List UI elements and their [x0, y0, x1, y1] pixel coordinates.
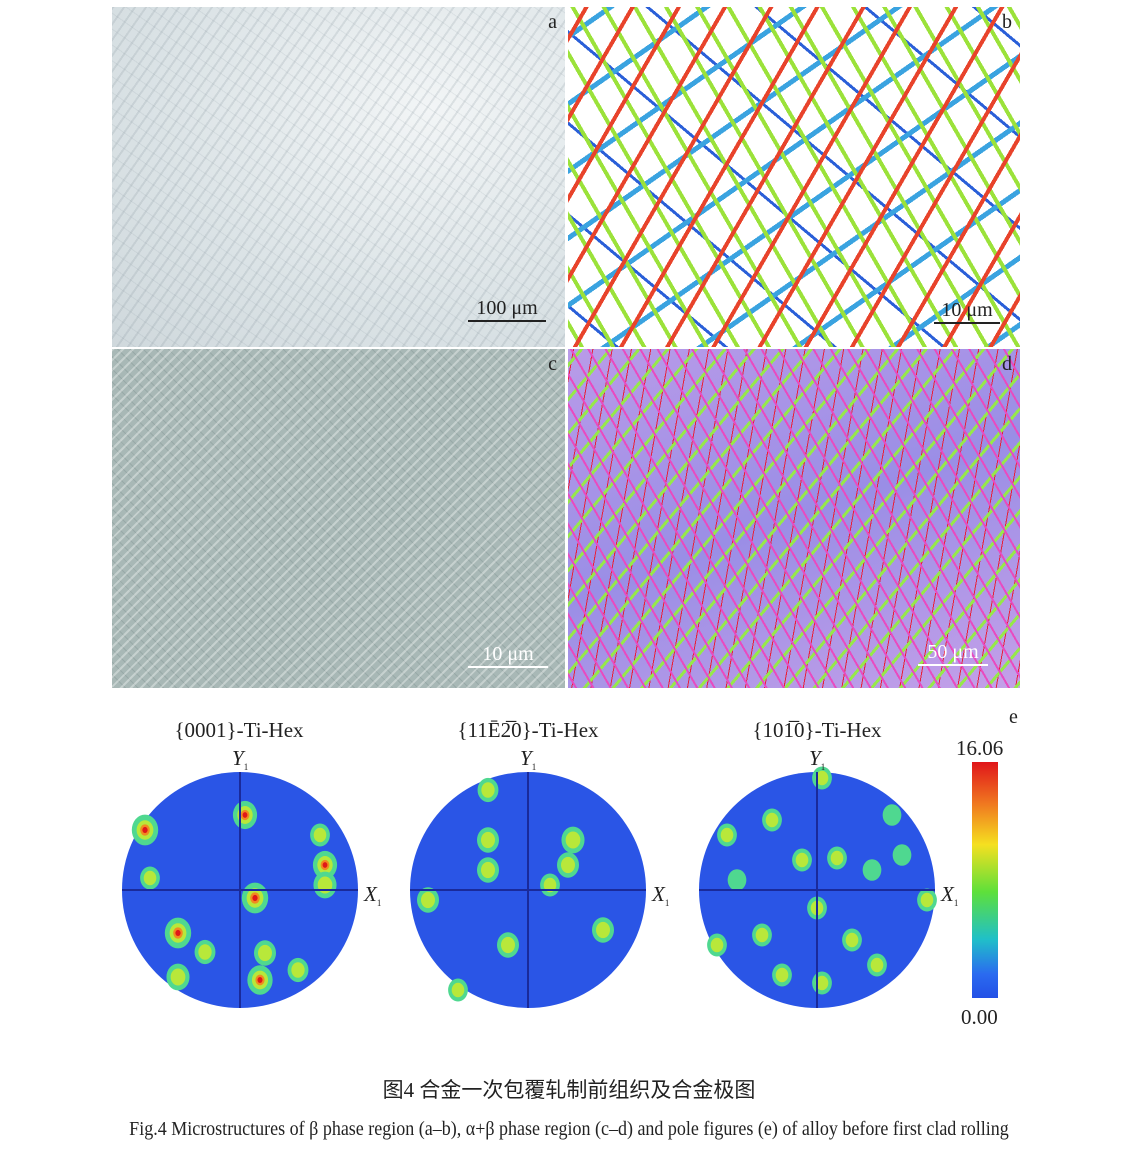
panel-label: b	[1002, 11, 1012, 33]
pole-density-spot	[543, 877, 557, 893]
colorbar	[972, 762, 998, 998]
pole-figure	[122, 772, 358, 1008]
y1-axis-label: Y1	[809, 746, 826, 773]
pole-density-spot	[142, 826, 148, 834]
pole-figure	[410, 772, 646, 1008]
caption-english: Fig.4 Microstructures of β phase region …	[129, 1118, 1009, 1140]
scale-bar: 10 μm	[468, 643, 548, 668]
pole-density-spot	[252, 894, 258, 902]
pole-density-spot	[451, 982, 465, 998]
pole-density-spot	[143, 870, 157, 886]
colorbar-max: 16.06	[956, 736, 1004, 760]
pole-density-spot	[815, 770, 829, 786]
panel-label: c	[548, 353, 557, 375]
pole-density-spot	[421, 891, 435, 909]
caption-chinese: 图4 合金一次包覆轧制前组织及合金极图	[382, 1078, 756, 1102]
pole-density-spot	[892, 844, 912, 866]
pole-density-spot	[795, 852, 809, 868]
pole-density-spot	[258, 944, 272, 962]
pole-figure-title-0001: {0001}-Ti-Hex	[174, 718, 304, 742]
pole-density-spot	[291, 962, 305, 978]
micrograph-a: a 100 μm	[112, 7, 565, 347]
pole-density-spot	[775, 967, 789, 983]
pole-figure-title-10-10: {101̅0}-Ti-Hex	[752, 718, 882, 742]
pole-density-spot	[322, 862, 328, 868]
x1-axis-label: X1	[652, 882, 670, 909]
pole-figure	[699, 766, 937, 1008]
pole-density-spot	[870, 957, 884, 973]
pole-density-spot	[720, 827, 734, 843]
scale-bar-text: 50 μm	[927, 641, 979, 663]
pole-density-spot	[481, 861, 495, 879]
y1-axis-label: Y1	[232, 746, 249, 773]
pole-density-spot	[710, 937, 724, 953]
pole-density-spot	[561, 856, 575, 874]
pole-density-spot	[481, 831, 495, 849]
scale-bar: 100 μm	[468, 297, 546, 322]
x1-axis-label: X1	[941, 882, 959, 909]
pole-density-spot	[765, 812, 779, 828]
ebsd-map-d: d 50 μm	[568, 349, 1020, 688]
colorbar-min: 0.00	[961, 1005, 998, 1029]
pole-density-spot	[170, 968, 186, 986]
scale-bar: 10 μm	[934, 299, 1000, 324]
pole-density-spot	[920, 892, 934, 908]
panel-label-e: e	[1009, 706, 1018, 728]
pole-density-spot	[242, 812, 248, 818]
pole-density-spot	[501, 936, 515, 954]
pole-density-spot	[727, 869, 747, 891]
scale-bar-text: 10 μm	[482, 643, 534, 665]
pole-density-spot	[596, 921, 610, 939]
pole-density-spot	[815, 975, 829, 991]
pole-density-spot	[175, 929, 181, 937]
pole-density-spot	[257, 977, 263, 983]
pole-density-spot	[882, 804, 902, 826]
pole-figure-title-11-20: {11Ē2̅0}-Ti-Hex	[457, 718, 599, 742]
pole-density-spot	[845, 932, 859, 948]
micrograph-c: c 10 μm	[112, 349, 565, 688]
pole-density-spot	[755, 927, 769, 943]
pole-density-spot	[862, 859, 882, 881]
ebsd-map-b: b 10 μm	[568, 7, 1020, 347]
pole-density-spot	[481, 782, 495, 798]
panel-label: d	[1002, 353, 1012, 375]
pole-density-spot	[830, 850, 844, 866]
scale-bar-text: 10 μm	[941, 299, 993, 321]
y1-axis-label: Y1	[520, 746, 537, 773]
x1-axis-label: X1	[364, 882, 382, 909]
panel-label: a	[548, 11, 557, 33]
pole-density-spot	[565, 831, 581, 849]
pole-density-spot	[313, 827, 327, 843]
scale-bar: 50 μm	[918, 641, 988, 666]
scale-bar-text: 100 μm	[476, 297, 538, 319]
pole-density-spot	[198, 944, 212, 960]
